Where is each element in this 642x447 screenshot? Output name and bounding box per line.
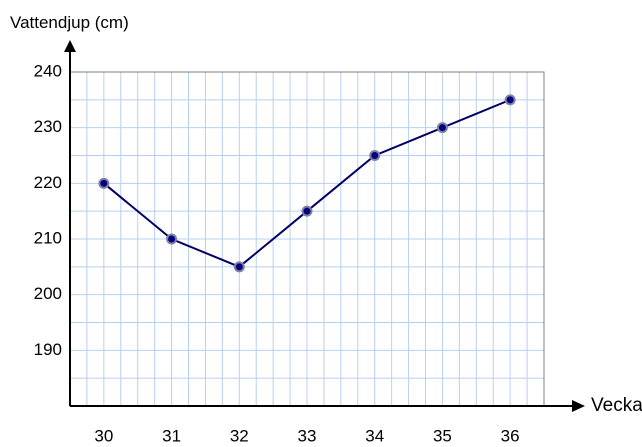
data-point — [504, 94, 516, 106]
y-axis-title: Vattendjup (cm) — [10, 13, 129, 32]
y-tick-label: 230 — [34, 117, 62, 136]
x-tick-label: 35 — [433, 426, 452, 445]
data-point — [98, 177, 110, 189]
x-tick-label: 32 — [230, 426, 249, 445]
x-axis-arrow-icon — [572, 400, 585, 412]
data-point — [166, 233, 178, 245]
x-tick-label: 36 — [501, 426, 520, 445]
tick-labels: 240 230 220 210 200 190 30 31 32 33 34 35 36 — [34, 61, 520, 445]
y-tick-label: 210 — [34, 228, 62, 247]
data-point — [233, 261, 245, 273]
y-tick-label: 220 — [34, 173, 62, 192]
x-tick-label: 30 — [94, 426, 113, 445]
data-point — [436, 122, 448, 134]
x-tick-label: 31 — [162, 426, 181, 445]
series-markers — [98, 94, 516, 273]
x-tick-label: 34 — [365, 426, 384, 445]
x-tick-label: 33 — [298, 426, 317, 445]
y-tick-label: 240 — [34, 61, 62, 80]
data-point — [369, 150, 381, 161]
y-tick-label: 190 — [34, 340, 62, 359]
y-tick-label: 200 — [34, 284, 62, 303]
data-point — [301, 205, 313, 217]
y-axis-arrow-icon — [64, 40, 76, 52]
x-axis-title: Vecka — [591, 395, 642, 416]
